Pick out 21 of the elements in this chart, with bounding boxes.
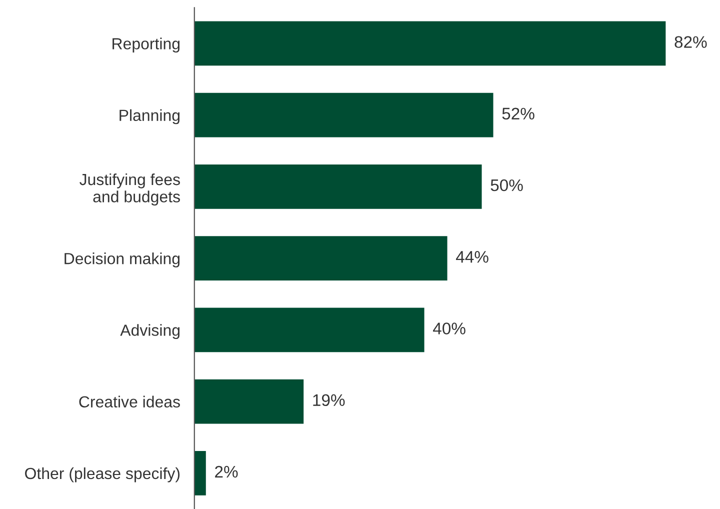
y-tick-label: Decision making xyxy=(64,252,180,268)
data-label: 82% xyxy=(674,36,707,48)
y-tick-label: Reporting xyxy=(112,38,180,53)
bar xyxy=(194,450,206,496)
bar xyxy=(194,236,448,281)
y-tick-label: Creative ideas xyxy=(79,396,180,408)
bar xyxy=(194,164,482,209)
data-label: 19% xyxy=(313,394,345,406)
data-label: 52% xyxy=(502,108,534,120)
bar xyxy=(194,379,304,424)
bar xyxy=(194,92,494,138)
data-label: 2% xyxy=(215,466,238,478)
y-tick-label: Advising xyxy=(120,324,180,340)
bar xyxy=(194,308,424,352)
data-label: 40% xyxy=(433,322,466,334)
y-tick-label: Other (please specify) xyxy=(25,467,180,482)
y-tick-label: Planning xyxy=(120,109,180,124)
bar xyxy=(194,21,666,66)
data-label: 44% xyxy=(456,251,488,263)
data-label: 50% xyxy=(490,179,523,192)
y-tick-label: Justifying fees and budgets xyxy=(80,173,180,206)
